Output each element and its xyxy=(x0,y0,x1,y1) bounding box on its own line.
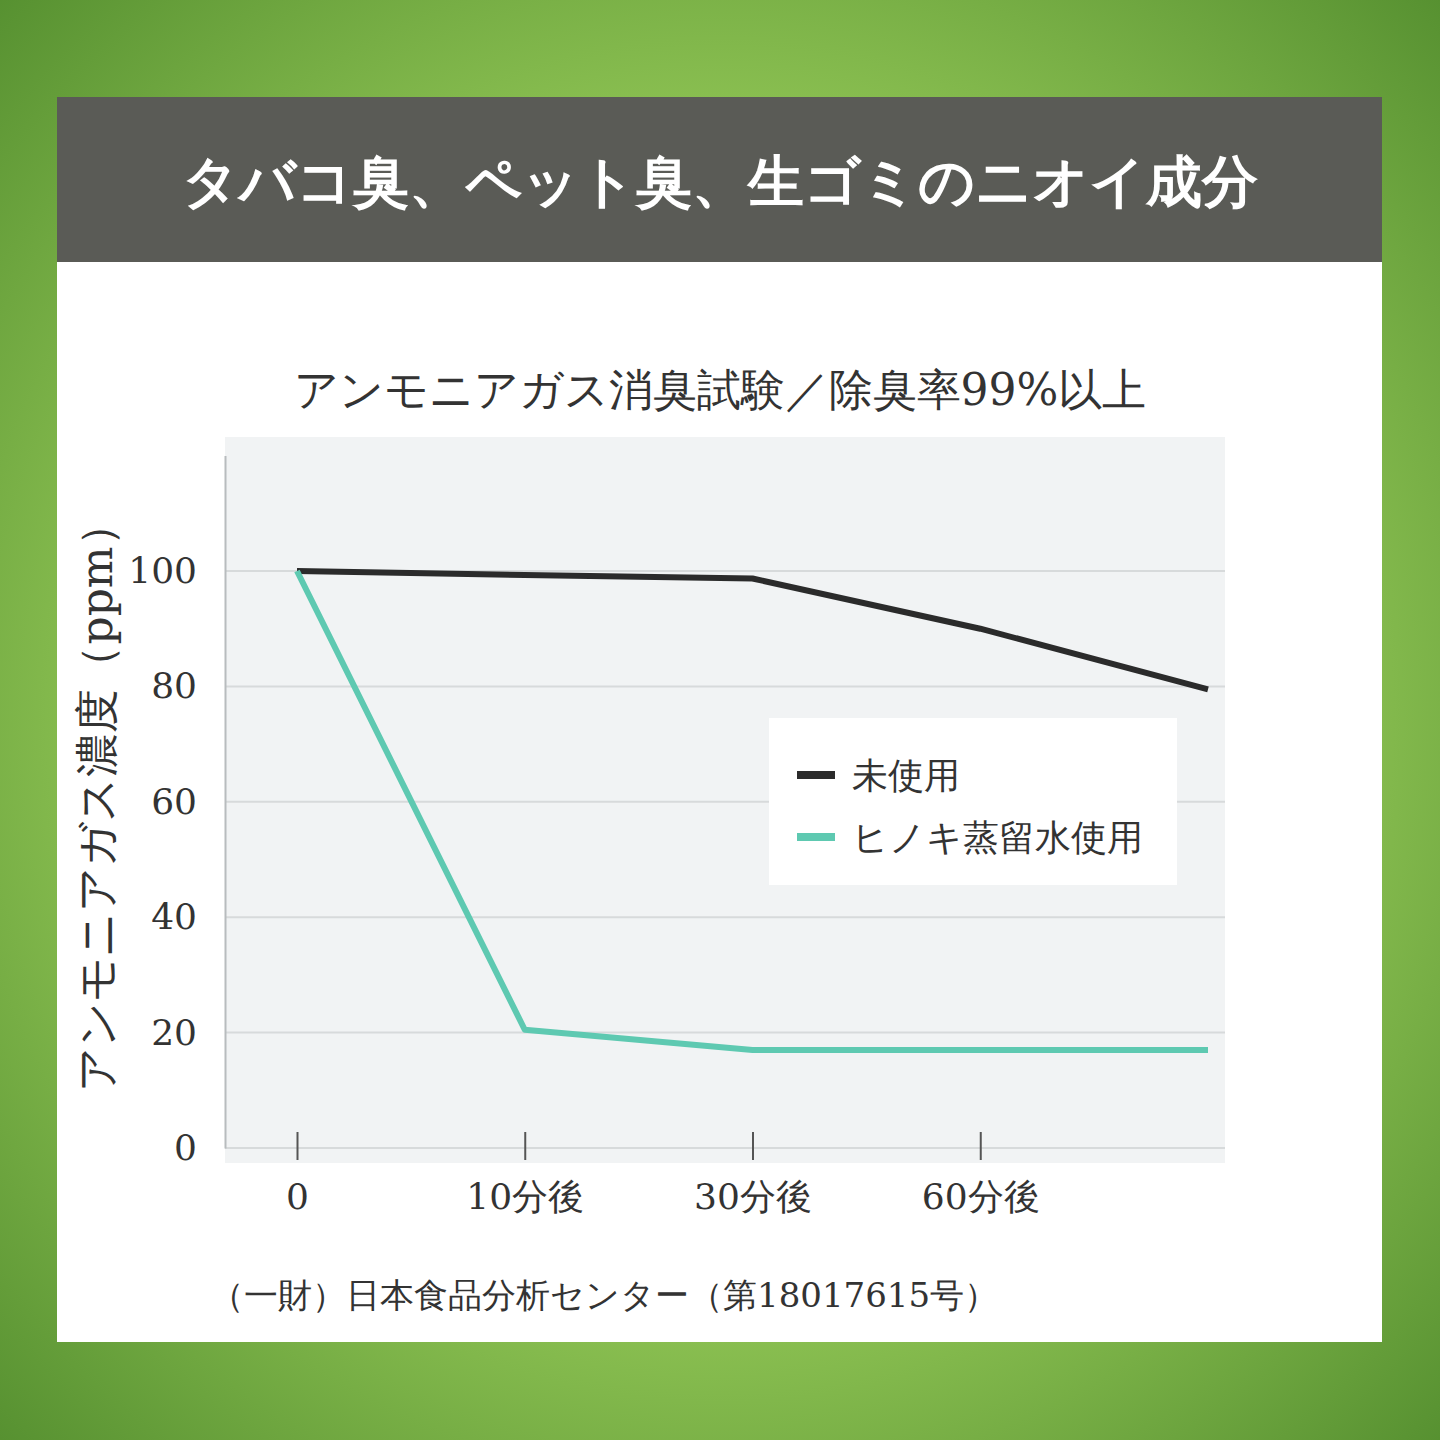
y-tick-label: 100 xyxy=(128,550,197,591)
x-tick: 0 xyxy=(286,1132,309,1217)
x-tick-label: 10分後 xyxy=(466,1176,584,1217)
plot-background xyxy=(225,437,1225,1163)
x-tick-mark xyxy=(980,1132,982,1160)
legend-swatch xyxy=(797,833,835,841)
y-tick: 40 xyxy=(151,896,225,937)
chart-title: アンモニアガス消臭試験／除臭率99%以上 xyxy=(294,364,1147,415)
chart-panel xyxy=(57,262,1382,1342)
grid-line xyxy=(225,1147,1225,1149)
y-tick: 100 xyxy=(128,550,225,591)
y-axis-title: アンモニアガス濃度（ppm） xyxy=(71,502,122,1091)
x-tick-label: 30分後 xyxy=(694,1176,812,1217)
grid xyxy=(225,571,1225,1148)
header-title: タバコ臭、ペット臭、生ゴミのニオイ成分 xyxy=(182,148,1258,214)
series-line xyxy=(297,571,1208,1050)
legend-item: 未使用 xyxy=(797,755,960,796)
source-note: （一財）日本食品分析センター（第18017615号） xyxy=(210,1275,998,1315)
grid-line xyxy=(225,1032,1225,1034)
y-tick: 80 xyxy=(151,665,225,706)
legend-item: ヒノキ蒸留水使用 xyxy=(797,817,1143,858)
x-tick: 60分後 xyxy=(922,1132,1040,1217)
background xyxy=(0,0,1440,1440)
y-tick: 60 xyxy=(151,781,225,822)
y-tick-label: 40 xyxy=(151,896,197,937)
x-tick: 10分後 xyxy=(466,1132,584,1217)
y-tick-label: 60 xyxy=(151,781,197,822)
y-tick-label: 0 xyxy=(174,1127,197,1168)
legend-swatch xyxy=(797,771,835,779)
x-axis: 0 10分後 30分後 60分後 xyxy=(286,1132,1040,1217)
header-band xyxy=(57,97,1382,262)
y-axis: 0 20 40 60 80 100 xyxy=(128,456,225,1168)
y-tick-label: 80 xyxy=(151,665,197,706)
x-tick: 30分後 xyxy=(694,1132,812,1217)
page: タバコ臭、ペット臭、生ゴミのニオイ成分アンモニアガス消臭試験／除臭率99%以上 0… xyxy=(0,0,1440,1440)
series-lines xyxy=(297,571,1208,1050)
x-tick-mark xyxy=(524,1132,526,1160)
y-tick: 20 xyxy=(151,1012,225,1053)
legend: 未使用ヒノキ蒸留水使用 xyxy=(769,718,1177,885)
legend-label: 未使用 xyxy=(852,755,960,796)
x-tick-mark xyxy=(752,1132,754,1160)
grid-line xyxy=(225,685,1225,687)
y-tick-label: 20 xyxy=(151,1012,197,1053)
legend-label: ヒノキ蒸留水使用 xyxy=(852,817,1143,858)
y-tick: 0 xyxy=(174,1127,225,1168)
x-tick-label: 0 xyxy=(286,1176,309,1217)
x-tick-mark xyxy=(297,1132,299,1160)
y-axis-line xyxy=(225,456,227,1148)
series-line xyxy=(297,571,1208,689)
legend-box xyxy=(769,718,1177,885)
x-tick-label: 60分後 xyxy=(922,1176,1040,1217)
grid-line xyxy=(225,916,1225,918)
